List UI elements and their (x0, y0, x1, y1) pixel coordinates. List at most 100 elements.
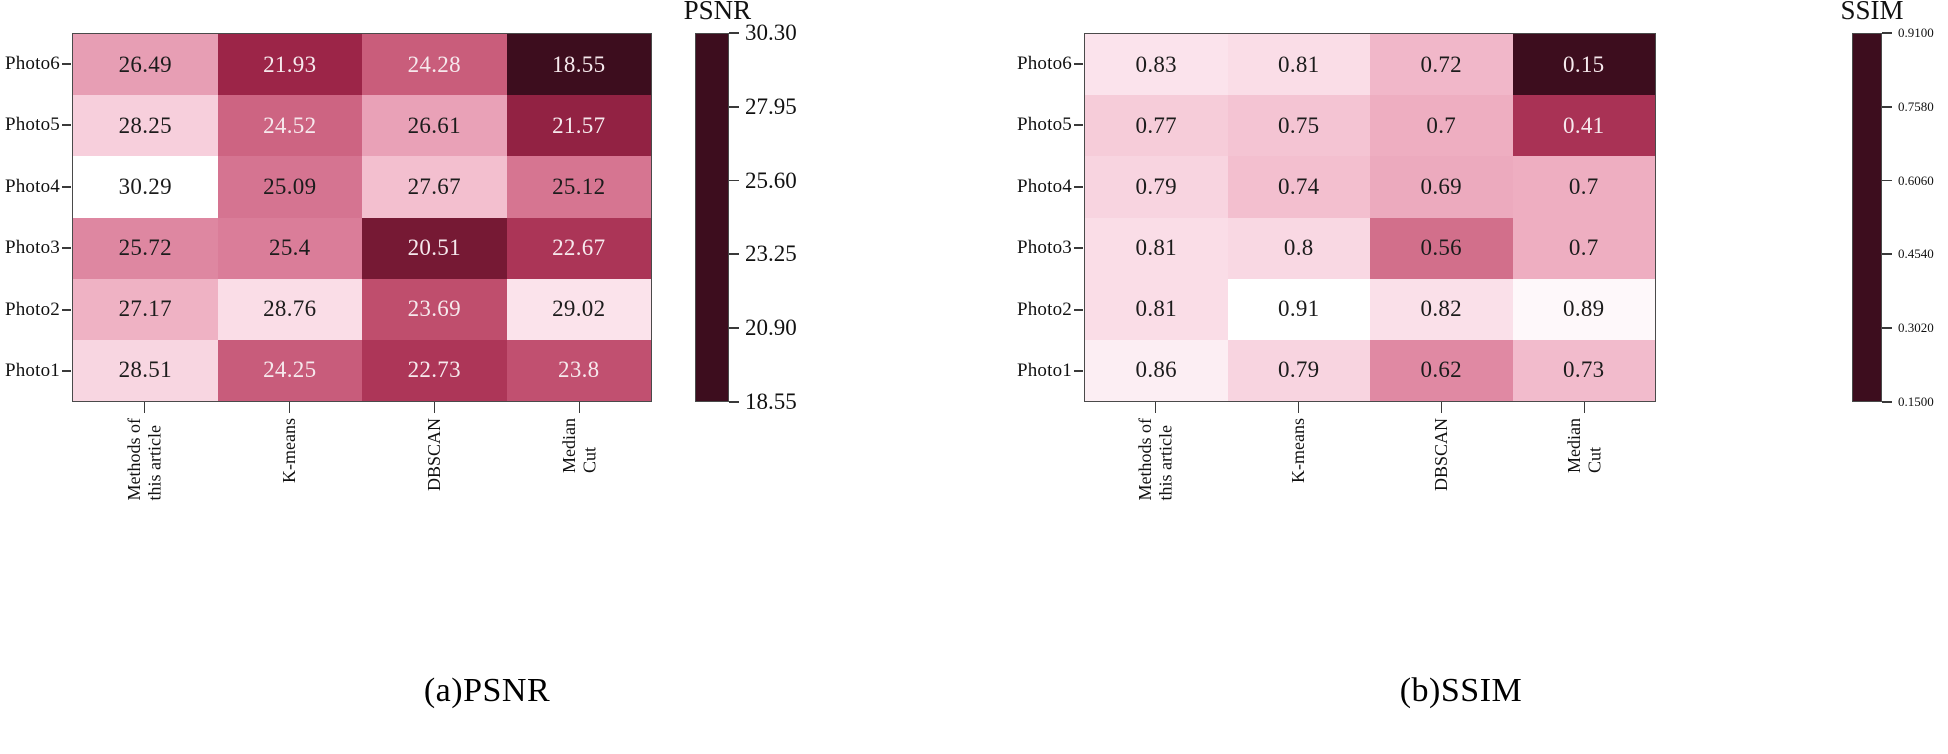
heatmap-cell: 0.72 (1370, 34, 1513, 96)
colorbar-tick: 20.90 (729, 315, 797, 341)
row-label: Photo1 (1017, 341, 1084, 403)
tick-mark (729, 105, 739, 108)
tick-mark (729, 327, 739, 330)
colorbar-tick-label: 23.25 (745, 241, 797, 267)
row-label-axis-psnr: Photo6 Photo5 Photo4 Photo3 Photo2 Photo1 (5, 33, 72, 402)
heatmap-cell: 27.67 (362, 156, 507, 218)
tick-mark (729, 253, 739, 256)
heatmap-cell: 0.62 (1370, 339, 1513, 401)
row-label: Photo3 (1017, 218, 1084, 280)
caption-psnr: (a)PSNR (423, 672, 551, 709)
row-label: Photo6 (1017, 33, 1084, 95)
heatmap-cell: 30.29 (73, 156, 218, 218)
row-label: Photo2 (5, 279, 72, 341)
heatmap-cell: 26.61 (362, 95, 507, 157)
colorbar-tick-label: 25.60 (745, 167, 797, 193)
heatmap-cell: 25.12 (506, 156, 651, 218)
heatmap-cell: 0.8 (1227, 217, 1370, 279)
tick-mark (1882, 401, 1892, 403)
heatmap-grid-ssim: 0.83 0.81 0.72 0.15 0.77 0.75 0.7 0.41 0.79 0.74 0… (1084, 33, 1656, 402)
colorbar-tick-label: 18.55 (745, 389, 797, 414)
colorbar-tick: 0.4540 (1882, 246, 1934, 262)
colorbar-tick-label: 0.1500 (1898, 394, 1934, 409)
heatmap-cell: 0.81 (1227, 34, 1370, 96)
column-label: K-means (1288, 418, 1309, 483)
heatmap-cell: 21.93 (217, 34, 362, 96)
heatmap-cell: 0.7 (1512, 217, 1655, 279)
heatmap-cell: 0.7 (1512, 156, 1655, 218)
tick-mark (1882, 32, 1892, 34)
heatmap-cell: 0.91 (1227, 278, 1370, 340)
column-label: Methods of this article (1134, 418, 1176, 501)
tick-mark (1440, 402, 1443, 413)
heatmap-cell: 20.51 (362, 217, 507, 279)
heatmap-cell: 0.86 (1085, 339, 1228, 401)
row-label: Photo3 (5, 218, 72, 280)
tick-mark (578, 402, 581, 413)
row-label: Photo4 (1017, 156, 1084, 218)
tick-mark (1154, 402, 1157, 413)
heatmap-cell: 0.56 (1370, 217, 1513, 279)
colorbar-tick: 0.3020 (1882, 320, 1934, 336)
heatmap-cell: 25.4 (217, 217, 362, 279)
heatmap-cell: 0.89 (1512, 278, 1655, 340)
heatmap-cell: 0.79 (1085, 156, 1228, 218)
heatmap-cell: 24.28 (362, 34, 507, 96)
tick-mark (1583, 402, 1586, 413)
panel-psnr: Photo6 Photo5 Photo4 Photo3 Photo2 Photo1 26.… (0, 0, 974, 754)
heatmap-cell: 0.74 (1227, 156, 1370, 218)
heatmap-cell: 0.41 (1512, 95, 1655, 157)
heatmap-cell: 24.25 (217, 339, 362, 401)
heatmap-cell: 28.76 (217, 278, 362, 340)
column-label: DBSCAN (1431, 418, 1452, 492)
heatmap-cell: 0.73 (1512, 339, 1655, 401)
row-label: Photo5 (5, 95, 72, 157)
heatmap-cell: 27.17 (73, 278, 218, 340)
colorbar-tick: 18.55 (729, 389, 797, 415)
colorbar-tick: 0.7580 (1882, 99, 1934, 115)
column-label: Methods of this article (123, 418, 165, 501)
heatmap-cell: 0.81 (1085, 217, 1228, 279)
heatmap-cell: 0.7 (1370, 95, 1513, 157)
colorbar-tick-label: 0.6060 (1898, 172, 1934, 188)
colorbar-gradient-psnr (695, 33, 729, 402)
heatmap-cell: 0.82 (1370, 278, 1513, 340)
colorbar-title-ssim: SSIM (1840, 0, 1904, 25)
heatmap-ssim: Photo6 Photo5 Photo4 Photo3 Photo2 Photo1 0.8… (1017, 33, 1656, 501)
tick-mark (729, 179, 739, 182)
tick-mark (143, 402, 146, 413)
heatmap-grid-psnr: 26.49 21.93 24.28 18.55 28.25 24.52 26.61 21.57… (72, 33, 652, 402)
colorbar-tick-label: 0.4540 (1898, 246, 1934, 262)
column-label: Median Cut (1563, 418, 1605, 473)
heatmap-cell: 28.51 (73, 339, 218, 401)
tick-mark (1882, 253, 1892, 256)
row-label: Photo5 (1017, 95, 1084, 157)
row-label: Photo1 (5, 341, 72, 403)
heatmap-psnr: Photo6 Photo5 Photo4 Photo3 Photo2 Photo1 26.… (5, 33, 652, 501)
row-label-axis-ssim: Photo6 Photo5 Photo4 Photo3 Photo2 Photo1 (1017, 33, 1084, 402)
colorbar-title-psnr: PSNR (683, 0, 752, 25)
tick-mark (729, 401, 739, 403)
tick-mark (729, 32, 739, 34)
heatmap-cell: 22.67 (506, 217, 651, 279)
tick-mark (1882, 105, 1892, 108)
colorbar-psnr: PSNR 30.30 27.95 25.60 23.25 20.90 18.55 (684, 0, 797, 414)
heatmap-cell: 0.69 (1370, 156, 1513, 218)
heatmap-cell: 0.15 (1512, 34, 1655, 96)
heatmap-cell: 25.72 (73, 217, 218, 279)
colorbar-tick-label: 30.30 (745, 20, 797, 45)
row-label: Photo4 (5, 156, 72, 218)
heatmap-cell: 23.69 (362, 278, 507, 340)
colorbar-ssim: SSIM 0.9100 0.7580 0.6060 0.4540 0.3020 0.150… (1841, 0, 1934, 409)
heatmap-cell: 22.73 (362, 339, 507, 401)
colorbar-tick: 27.95 (729, 94, 797, 120)
panel-ssim: Photo6 Photo5 Photo4 Photo3 Photo2 Photo1 0.8… (974, 0, 1948, 754)
heatmap-cell: 28.25 (73, 95, 218, 157)
heatmap-cell: 0.77 (1085, 95, 1228, 157)
colorbar-tick: 0.6060 (1882, 173, 1934, 189)
heatmap-cell: 0.83 (1085, 34, 1228, 96)
column-label: Median Cut (558, 418, 600, 473)
column-label: DBSCAN (424, 418, 445, 492)
heatmap-cell: 0.79 (1227, 339, 1370, 401)
